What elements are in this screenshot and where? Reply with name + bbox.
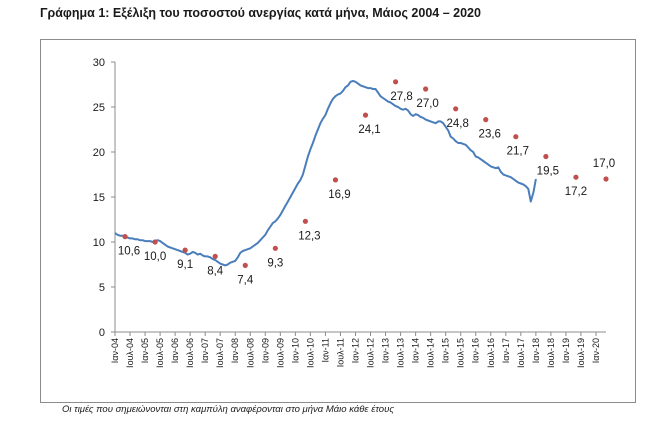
x-tick-label: Ιαν-16 xyxy=(471,338,481,363)
data-point-marker xyxy=(302,218,308,224)
x-tick-label: Ιουλ-04 xyxy=(125,338,135,368)
y-tick-label: 15 xyxy=(93,192,105,204)
x-tick-label: Ιουλ-12 xyxy=(366,338,376,368)
series-line xyxy=(114,79,537,267)
data-point-marker xyxy=(182,247,188,253)
data-label: 9,3 xyxy=(267,257,283,269)
data-label: 7,4 xyxy=(237,274,254,286)
x-tick-label: Ιουλ-06 xyxy=(185,338,195,368)
x-tick-label: Ιαν-20 xyxy=(591,338,601,363)
x-tick-label: Ιουλ-08 xyxy=(245,338,255,368)
data-point-marker xyxy=(272,245,278,251)
data-labels-layer: 10,6 10,0 9,1 8,4 7,4 9,3 12,3 16,9 24,1 27,8 27,0… xyxy=(118,91,615,287)
x-tick-label: Ιαν-05 xyxy=(140,338,150,363)
data-label: 19,5 xyxy=(537,166,559,178)
data-point-marker xyxy=(423,86,429,92)
x-tick-label: Ιαν-06 xyxy=(170,338,180,363)
x-tick-label: Ιουλ-16 xyxy=(486,338,496,368)
x-tick-label: Ιαν-19 xyxy=(561,338,571,363)
x-tick-label: Ιουλ-13 xyxy=(396,338,406,368)
x-tick-label: Ιαν-11 xyxy=(320,338,330,363)
x-tick-label: Ιουλ-17 xyxy=(516,338,526,368)
x-tick-label: Ιαν-15 xyxy=(441,338,451,363)
data-point-marker xyxy=(212,253,218,259)
data-label: 10,6 xyxy=(118,246,140,258)
x-tick-label: Ιαν-12 xyxy=(350,338,360,363)
data-label: 9,1 xyxy=(177,259,193,271)
x-tick-label: Ιαν-18 xyxy=(531,338,541,363)
x-tick-label: Ιαν-10 xyxy=(290,338,300,363)
data-point-marker xyxy=(453,106,459,112)
data-label: 12,3 xyxy=(298,230,320,242)
data-point-marker xyxy=(513,134,519,140)
data-label: 8,4 xyxy=(207,265,224,277)
data-label: 17,0 xyxy=(593,158,615,170)
chart-title: Γράφημα 1: Εξέλιξη του ποσοστού ανεργίας… xyxy=(40,6,481,20)
data-point-marker xyxy=(332,177,339,183)
x-tick-label: Ιουλ-19 xyxy=(576,338,586,368)
data-point-marker xyxy=(392,79,399,85)
chart-frame xyxy=(40,39,636,403)
series-layer xyxy=(114,79,537,267)
x-tick-label: Ιουλ-05 xyxy=(155,338,165,368)
y-tick-label: 0 xyxy=(99,327,105,339)
x-tick-label: Ιουλ-10 xyxy=(305,338,315,368)
x-tick-label: Ιαν-14 xyxy=(411,338,421,363)
y-axis: 0 5 10 15 20 25 30 xyxy=(93,57,116,339)
data-point-marker xyxy=(242,262,248,268)
y-tick-label: 30 xyxy=(93,57,105,69)
markers-layer xyxy=(122,79,609,268)
x-tick-label: Ιουλ-09 xyxy=(275,338,285,368)
data-label: 24,1 xyxy=(358,124,380,136)
x-tick-label: Ιουλ-14 xyxy=(426,338,436,368)
x-tick-label: Ιαν-13 xyxy=(381,338,391,363)
data-label: 21,7 xyxy=(507,146,529,158)
data-point-marker xyxy=(573,174,579,180)
x-tick-label: Ιαν-17 xyxy=(501,338,511,363)
data-label: 10,0 xyxy=(144,251,166,263)
y-tick-label: 20 xyxy=(93,147,105,159)
y-tick-label: 5 xyxy=(99,282,105,294)
data-point-marker xyxy=(362,112,369,118)
y-tick-label: 25 xyxy=(93,102,105,114)
x-tick-label: Ιουλ-07 xyxy=(215,338,225,368)
data-point-marker xyxy=(543,153,549,160)
data-label: 17,2 xyxy=(565,186,587,198)
x-tick-label: Ιαν-04 xyxy=(110,338,120,363)
data-point-marker xyxy=(122,234,128,240)
data-point-marker xyxy=(483,117,489,123)
x-tick-label: Ιουλ-11 xyxy=(335,338,345,367)
data-point-marker xyxy=(603,176,609,182)
x-tick-label: Ιουλ-18 xyxy=(546,338,556,368)
y-tick-label: 10 xyxy=(93,237,105,249)
x-tick-label: Ιαν-09 xyxy=(260,338,270,363)
data-label: 23,6 xyxy=(479,129,501,141)
data-label: 27,0 xyxy=(416,98,438,110)
data-point-marker xyxy=(152,239,158,245)
data-label: 24,8 xyxy=(446,118,468,130)
x-tick-label: Ιαν-07 xyxy=(200,338,210,363)
x-axis: Ιαν-04 Ιουλ-04 Ιαν-05 Ιουλ-05 Ιαν-06 Ιουλ-06 Ι… xyxy=(110,331,606,368)
footnote: Οι τιμές που σημειώνονται στη καμπύλη αν… xyxy=(62,404,394,415)
data-label: 16,9 xyxy=(328,189,350,201)
data-label: 27,8 xyxy=(390,91,412,103)
x-tick-label: Ιαν-08 xyxy=(230,338,240,363)
x-tick-label: Ιουλ-15 xyxy=(456,338,466,368)
